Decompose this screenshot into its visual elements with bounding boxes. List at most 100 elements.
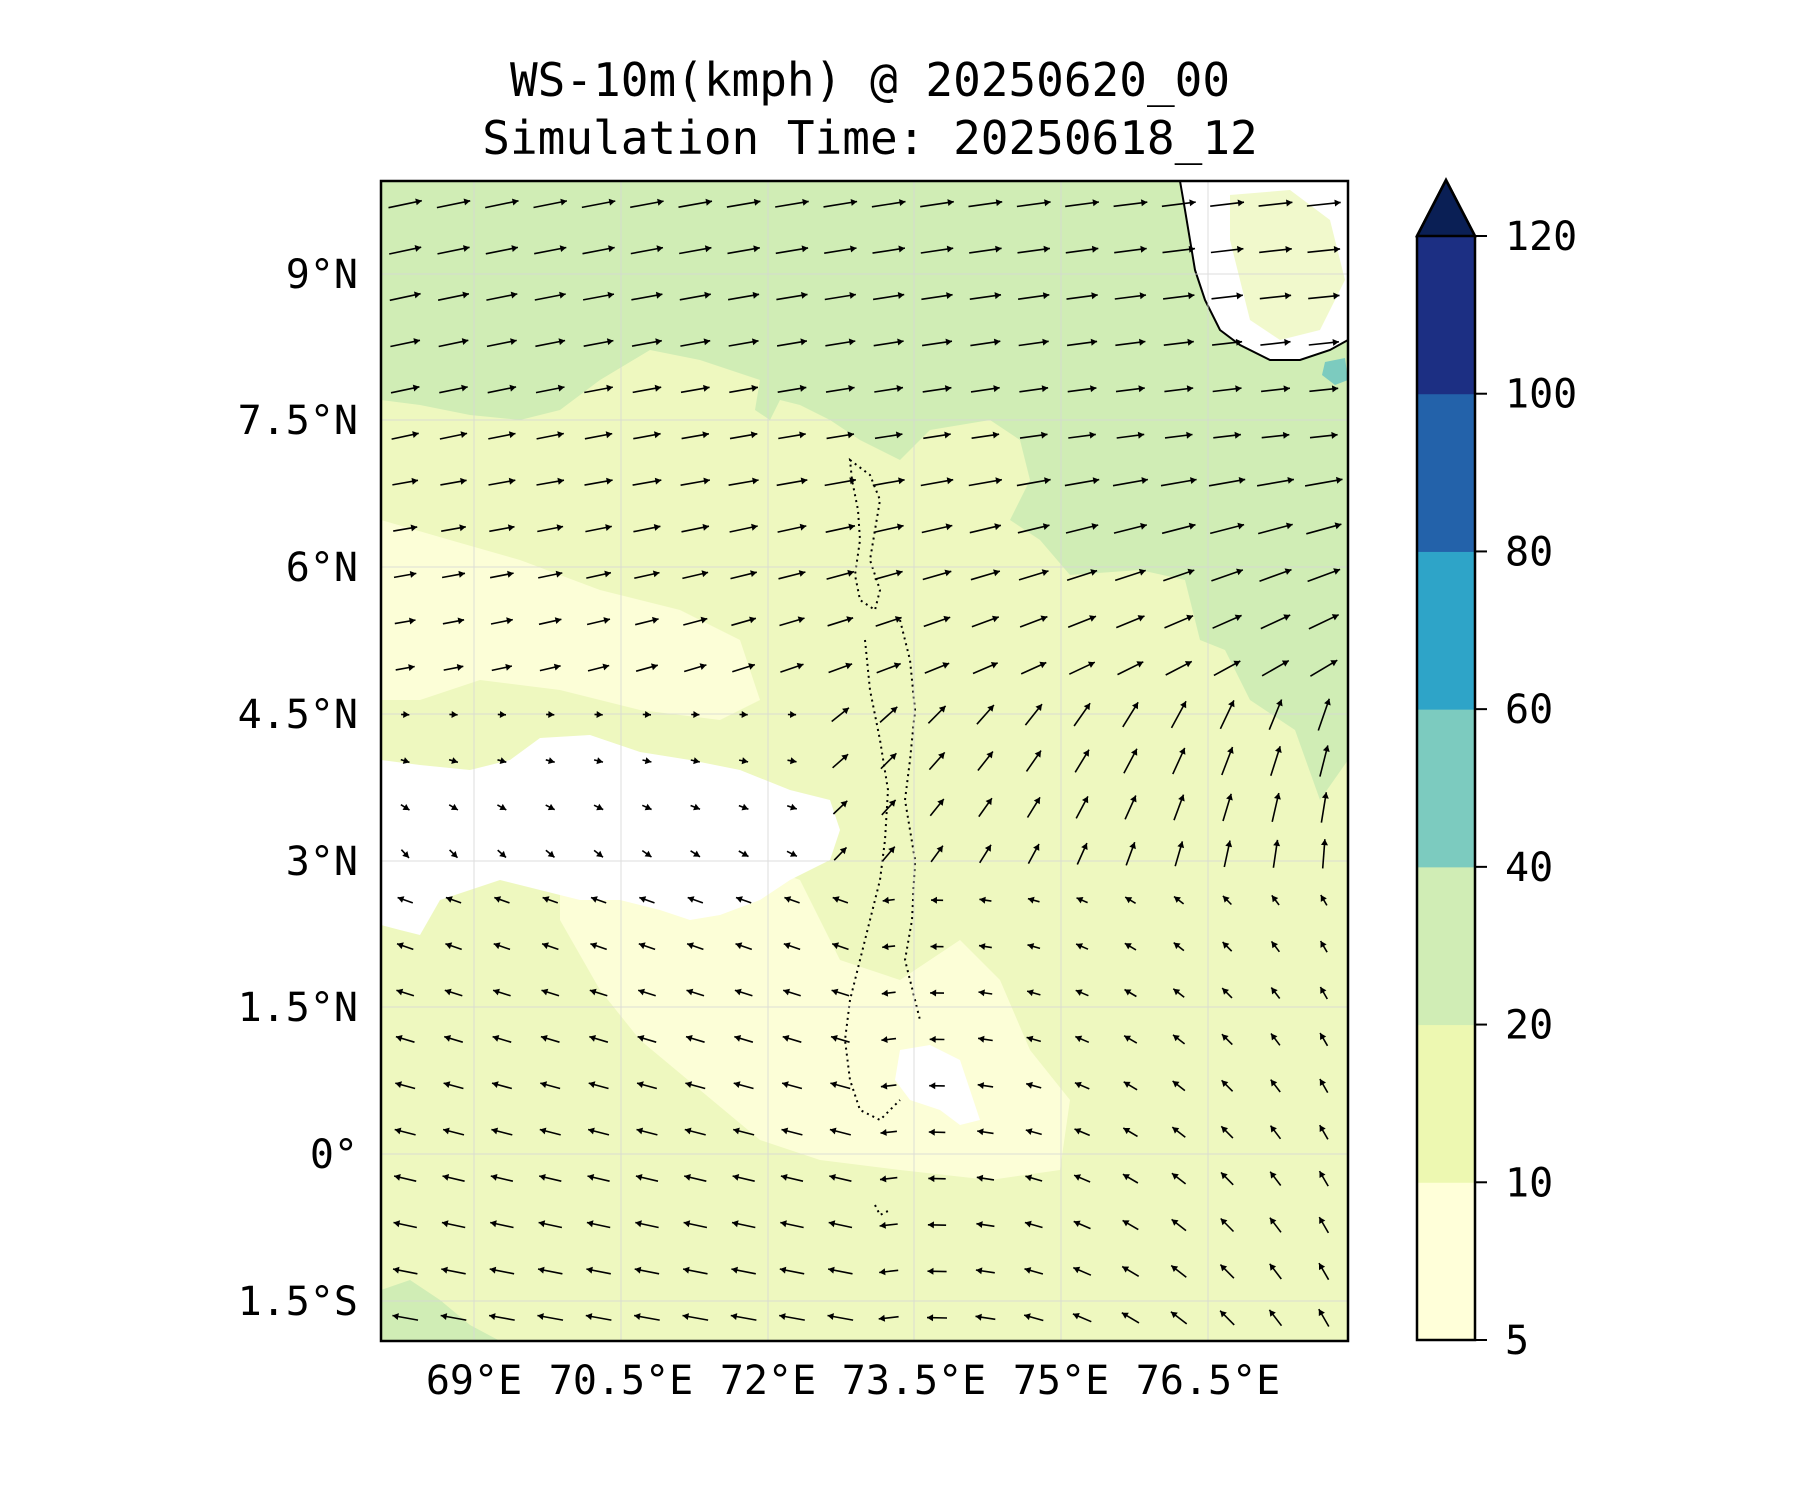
- wind-arrow-head: [701, 570, 709, 578]
- lat-tick-label: 9°N: [286, 252, 358, 298]
- wind-arrow-head: [702, 431, 709, 439]
- wind-arrow-head: [1172, 1127, 1180, 1134]
- wind-arrow-head: [790, 757, 797, 765]
- wind-arrow-head: [637, 1035, 645, 1042]
- wind-arrow-head: [1333, 246, 1341, 253]
- colorbar-ticks: 5 10 20 40 60 80 100 120: [1475, 214, 1577, 1364]
- wind-arrow-head: [848, 523, 855, 531]
- wind-arrow-head: [637, 1081, 644, 1088]
- wind-arrow-head: [1220, 1310, 1227, 1318]
- wind-arrow-head: [1333, 568, 1341, 575]
- wind-arrow-head: [944, 385, 952, 392]
- wind-arrow-head: [547, 850, 555, 858]
- wind-arrow-head: [445, 942, 453, 950]
- wind-arrow-head: [894, 616, 902, 623]
- wind-arrow-head: [1187, 338, 1194, 346]
- wind-arrow-head: [943, 615, 951, 623]
- wind-arrow-head: [879, 1268, 886, 1276]
- wind-arrow-head: [975, 1313, 982, 1321]
- wind-arrow-head: [1075, 1035, 1083, 1043]
- wind-arrow-head: [1090, 569, 1098, 576]
- wind-arrow-head: [927, 1314, 934, 1322]
- lon-tick-label: 75°E: [1013, 1358, 1109, 1404]
- colorbar-frame: [1415, 177, 1477, 1342]
- wind-arrow-head: [897, 338, 904, 346]
- wind-arrow-head: [928, 1175, 935, 1183]
- wind-arrow-head: [1171, 1173, 1179, 1180]
- wind-arrow-head: [644, 757, 652, 765]
- wind-arrow-head: [839, 847, 847, 855]
- wind-arrow-head: [842, 707, 849, 715]
- wind-arrow-head: [507, 570, 514, 578]
- wind-arrow-head: [652, 616, 659, 624]
- wind-arrow-head: [1092, 477, 1100, 485]
- wind-arrow-head: [732, 1220, 739, 1228]
- wind-arrow-head: [845, 662, 853, 670]
- wind-arrow-head: [1139, 338, 1146, 346]
- wind-arrow-head: [893, 662, 901, 669]
- wind-arrow-head: [1275, 746, 1282, 753]
- wind-arrow-head: [587, 1174, 595, 1181]
- wind-arrow-head: [889, 753, 897, 760]
- wind-arrow-shaft: [1208, 478, 1246, 487]
- wind-arrow-head: [1221, 1126, 1228, 1134]
- wind-arrow-head: [796, 662, 804, 670]
- wind-arrow-head: [606, 477, 613, 485]
- maldives-atolls: [843, 457, 921, 1217]
- wind-arrow-head: [1025, 1174, 1033, 1182]
- wind-arrow-head: [1331, 431, 1338, 439]
- wind-arrow-head: [408, 664, 415, 671]
- wind-arrow-head: [1140, 245, 1147, 253]
- wind-arrow-head: [653, 524, 661, 531]
- wind-arrow-head: [733, 1127, 740, 1135]
- wind-arrow-head: [979, 943, 986, 950]
- wind-arrow-head: [1186, 385, 1194, 393]
- wind-arrow-head: [1319, 1079, 1326, 1086]
- wind-arrow-head: [978, 989, 985, 997]
- wind-arrow-head: [1273, 839, 1281, 847]
- wind-arrow-head: [1319, 1125, 1326, 1132]
- wind-arrow-head: [596, 711, 603, 718]
- wind-arrow-head: [547, 803, 555, 811]
- wind-arrow-head: [1284, 292, 1292, 300]
- wind-arrow-head: [507, 524, 515, 532]
- wind-arrow-head: [639, 896, 647, 903]
- wind-arrow-head: [849, 292, 856, 299]
- wind-arrow-head: [1024, 1313, 1031, 1321]
- wind-arrow-head: [1222, 895, 1230, 903]
- wind-arrow-head: [1027, 989, 1034, 997]
- wind-arrow-head: [898, 245, 905, 253]
- wind-arrow-head: [1222, 942, 1230, 949]
- wind-arrow-head: [1035, 704, 1042, 711]
- wind-arrow-head: [895, 569, 903, 577]
- wind-arrow-head: [704, 245, 712, 253]
- wind-arrow-head: [1136, 661, 1144, 668]
- wind-arrow-head: [880, 1082, 888, 1090]
- wind-arrow-head: [1320, 941, 1327, 948]
- wind-arrow-head: [489, 1266, 497, 1274]
- wind-arrow-head: [606, 338, 614, 346]
- colorbar-band: [1417, 551, 1475, 710]
- wind-arrow-head: [827, 1313, 834, 1320]
- wind-arrow-head: [693, 757, 700, 765]
- wind-arrow-head: [945, 338, 952, 346]
- wind-arrow-head: [693, 850, 700, 857]
- colorbar-tick-label: 120: [1505, 214, 1577, 260]
- wind-arrow-head: [993, 385, 1000, 393]
- wind-arrow-head: [1042, 292, 1050, 300]
- wind-arrow-head: [492, 1081, 499, 1088]
- wind-arrow-head: [1334, 199, 1341, 207]
- wind-arrow-head: [927, 1267, 934, 1275]
- wind-arrow-head: [1269, 1309, 1276, 1317]
- wind-arrow-head: [1177, 841, 1185, 849]
- wind-arrow-head: [1130, 795, 1137, 803]
- wind-arrow-head: [942, 662, 950, 669]
- wind-arrow-head: [458, 570, 465, 578]
- wind-arrow-head: [553, 663, 561, 671]
- wind-arrow-head: [703, 338, 711, 346]
- colorbar-tick-label: 100: [1505, 372, 1577, 418]
- wind-arrow-head: [463, 245, 470, 252]
- wind-arrow-head: [829, 1174, 836, 1181]
- wind-arrow-head: [1074, 1128, 1082, 1135]
- wind-arrow-head: [987, 705, 994, 712]
